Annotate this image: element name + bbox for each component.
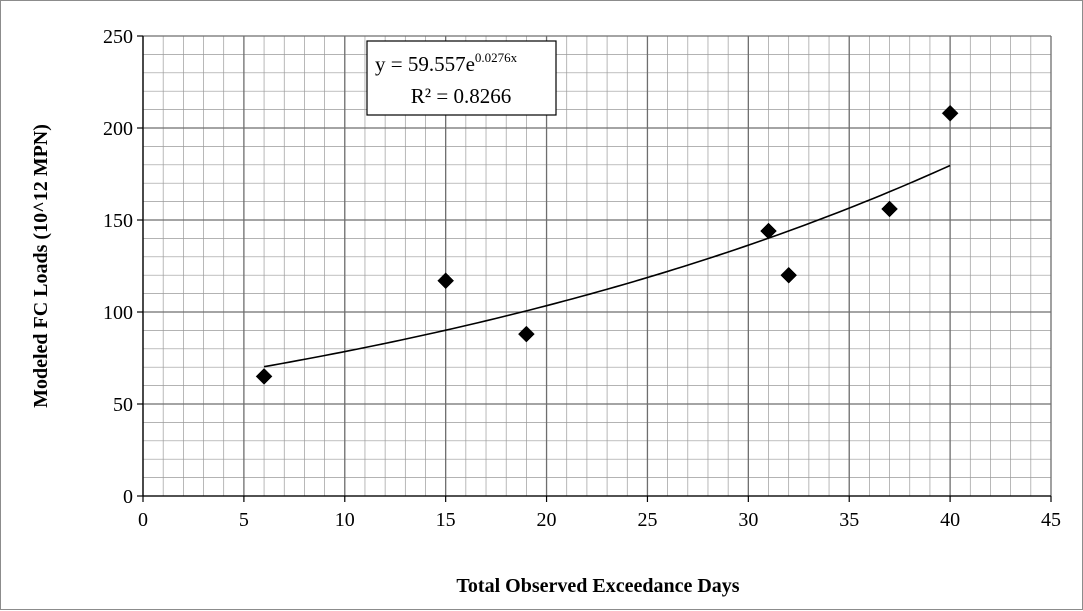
data-point-diamond	[760, 222, 777, 240]
exponential-trendline	[263, 164, 951, 368]
y-tick-label: 100	[103, 302, 133, 324]
y-tick-label: 250	[103, 26, 133, 48]
data-points	[255, 104, 959, 385]
x-tick-label: 35	[839, 509, 859, 531]
y-tick-label: 50	[113, 394, 133, 416]
x-tick-label: 10	[335, 509, 355, 531]
data-point-diamond	[437, 272, 455, 290]
x-tick-label: 20	[537, 509, 557, 531]
y-tick-label: 200	[103, 118, 133, 140]
minor-gridlines	[142, 35, 1052, 497]
equation-exponent: 0.0276x	[475, 50, 518, 65]
r-squared-text: R² = 0.8266	[411, 84, 511, 108]
y-tick-label: 150	[103, 210, 133, 232]
y-axis-title: Modeled FC Loads (10^12 MPN)	[30, 124, 52, 408]
data-point-diamond	[518, 325, 535, 343]
x-tick-label: 15	[436, 509, 456, 531]
data-point-diamond	[780, 266, 798, 284]
x-tick-label: 40	[940, 509, 960, 531]
data-point-diamond	[255, 368, 273, 385]
major-gridlines	[142, 35, 1052, 497]
data-point-diamond	[881, 200, 898, 218]
x-tick-label: 30	[738, 509, 758, 531]
equation-text: y = 59.557e0.0276x	[375, 50, 518, 76]
x-tick-labels: 0 5 10 15 20 25 30 35 40 45	[138, 509, 1061, 531]
trendline-equation-box: y = 59.557e0.0276x R² = 0.8266	[366, 40, 557, 116]
y-tick-label: 0	[123, 486, 133, 508]
x-tick-label: 45	[1041, 509, 1061, 531]
data-point-diamond	[941, 104, 959, 122]
equation-base: y = 59.557e	[375, 52, 475, 76]
x-tick-label: 0	[138, 509, 148, 531]
axes	[137, 35, 1052, 502]
y-tick-labels: 0 50 100 150 200 250	[103, 26, 133, 508]
x-tick-label: 25	[637, 509, 657, 531]
x-axis-title: Total Observed Exceedance Days	[456, 575, 739, 597]
x-tick-label: 5	[239, 509, 249, 531]
